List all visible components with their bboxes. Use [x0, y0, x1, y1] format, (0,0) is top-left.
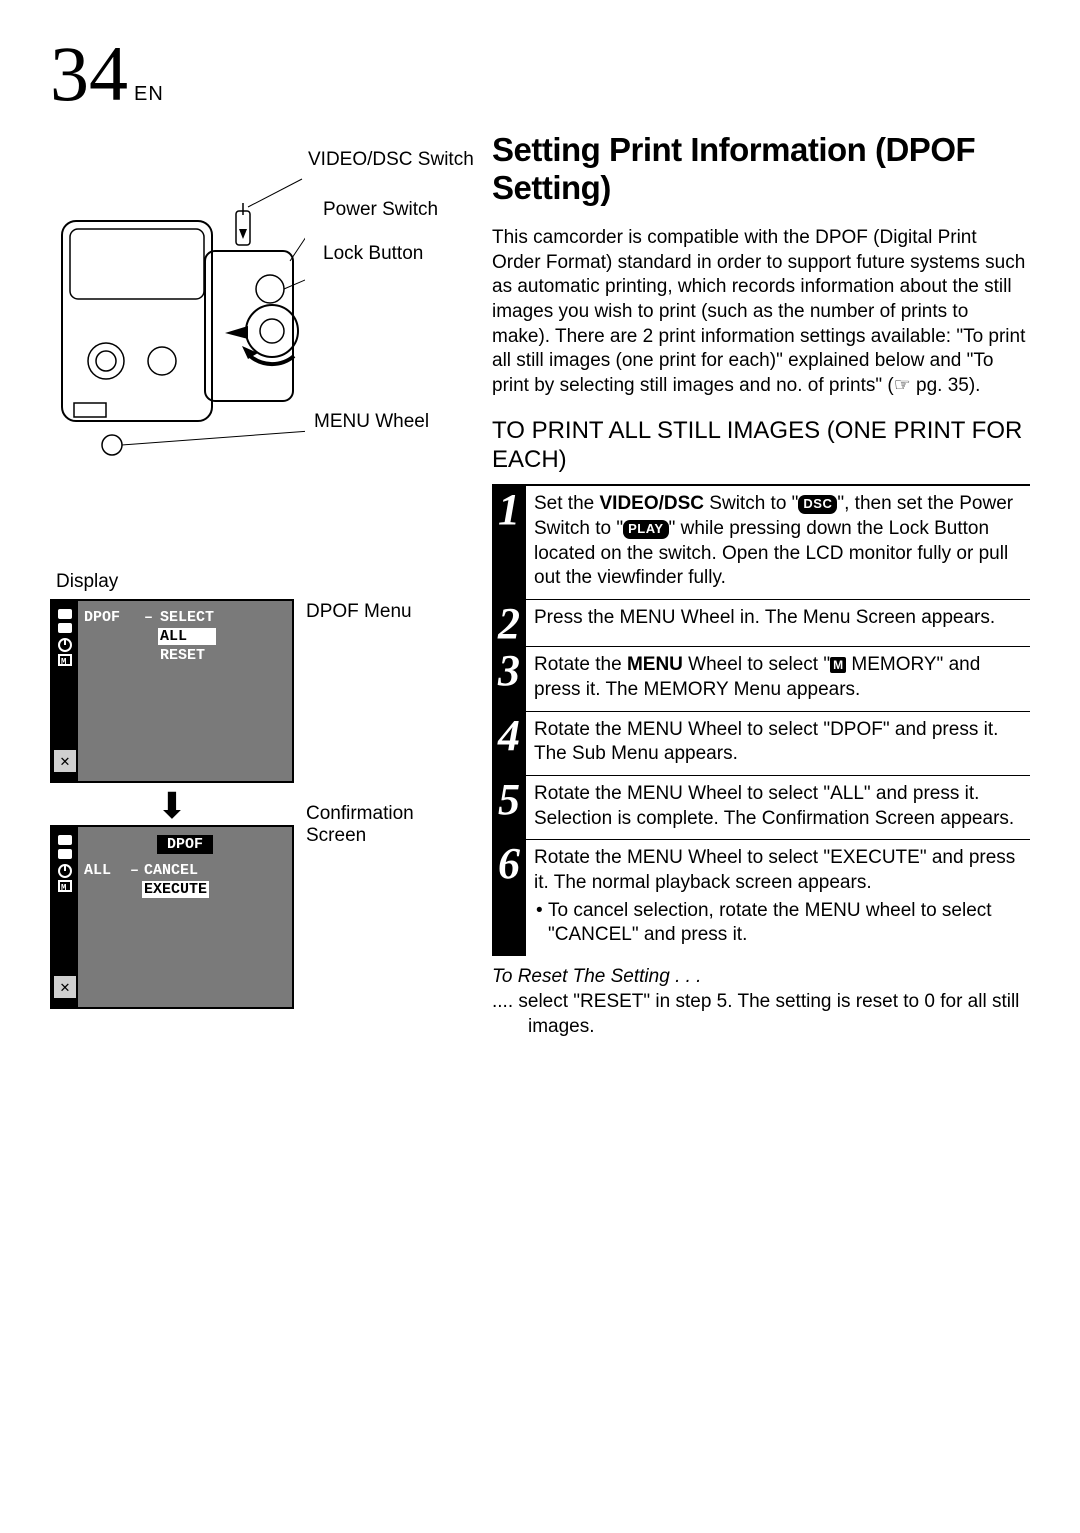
camera-diagram: VIDEO/DSC Switch Power Switch Lock Butto…: [50, 131, 470, 431]
screen-confirmation: M ✕ DPOF ALL – CANCEL EXECUTE: [50, 825, 294, 1009]
dpof-key: DPOF: [84, 609, 140, 664]
close-icon: ✕: [53, 749, 77, 773]
screen-dpof-menu: M ✕ DPOF – SELECT: [50, 599, 294, 783]
screen-side-icons: M ✕: [52, 601, 78, 781]
screens-area: Display M ✕: [50, 571, 470, 1009]
step-number: 4: [492, 712, 526, 775]
intro-text: This camcorder is compatible with the DP…: [492, 226, 1030, 399]
svg-text:M: M: [61, 657, 66, 667]
step-6: 6 Rotate the MENU Wheel to select "EXECU…: [492, 840, 1030, 956]
label-confirmation: Confirmation Screen: [306, 803, 470, 847]
close-icon-2: ✕: [53, 975, 77, 999]
step-number: 1: [492, 486, 526, 599]
label-dpof-menu: DPOF Menu: [306, 601, 470, 623]
page-number: 34: [50, 35, 128, 113]
step-3: 3 Rotate the MENU Wheel to select "M MEM…: [492, 647, 1030, 711]
step-number: 6: [492, 840, 526, 956]
reset-heading: To Reset The Setting . . .: [492, 966, 1030, 988]
reset-text: .... select "RESET" in step 5. The setti…: [492, 990, 1030, 1039]
right-column: Setting Print Information (DPOF Setting)…: [492, 131, 1030, 1039]
label-display: Display: [56, 571, 118, 593]
step-1: 1 Set the VIDEO/DSC Switch to "DSC", the…: [492, 486, 1030, 600]
step-number: 5: [492, 776, 526, 839]
left-column: VIDEO/DSC Switch Power Switch Lock Butto…: [50, 131, 470, 1039]
steps-list: 1 Set the VIDEO/DSC Switch to "DSC", the…: [492, 484, 1030, 956]
step-5: 5 Rotate the MENU Wheel to select "ALL" …: [492, 776, 1030, 840]
step-4: 4 Rotate the MENU Wheel to select "DPOF"…: [492, 712, 1030, 776]
step-number: 3: [492, 647, 526, 710]
step-number: 2: [492, 600, 526, 646]
screen-side-icons-2: M ✕: [52, 827, 78, 1007]
dpof-opt-0: SELECT: [158, 609, 216, 626]
down-arrow-icon: ⬇: [157, 795, 187, 817]
dpof-opt-1: ALL: [158, 628, 216, 645]
subheading: TO PRINT ALL STILL IMAGES (ONE PRINT FOR…: [492, 417, 1030, 475]
page-lang: EN: [134, 83, 164, 106]
dpof-opt-2: RESET: [158, 647, 216, 664]
confirm-opt-1: EXECUTE: [142, 881, 209, 898]
callout-video-dsc: VIDEO/DSC Switch: [308, 149, 474, 171]
callout-power-switch: Power Switch: [323, 199, 438, 221]
section-title: Setting Print Information (DPOF Setting): [492, 131, 1030, 207]
confirm-key: ALL: [84, 862, 124, 898]
m-badge: M: [830, 657, 846, 673]
play-badge: PLAY: [623, 520, 668, 539]
callout-menu-wheel: MENU Wheel: [314, 411, 429, 433]
camera-illustration: [50, 171, 305, 461]
page-header: 34 EN: [50, 35, 1030, 113]
step-6-bullet: To cancel selection, rotate the MENU whe…: [548, 899, 1030, 948]
step-2: 2 Press the MENU Wheel in. The Menu Scre…: [492, 600, 1030, 647]
confirm-opt-0: CANCEL: [142, 862, 209, 879]
callout-lock-button: Lock Button: [323, 243, 423, 265]
svg-text:M: M: [61, 883, 66, 893]
dsc-badge: DSC: [798, 495, 837, 514]
confirm-header: DPOF: [157, 835, 213, 854]
